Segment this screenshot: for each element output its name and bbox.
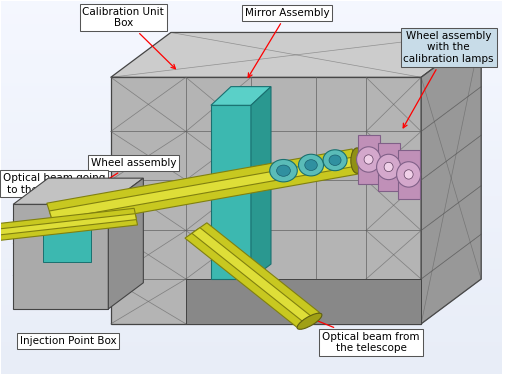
Text: Calibration Unit
Box: Calibration Unit Box (82, 7, 175, 69)
Polygon shape (49, 157, 357, 220)
Polygon shape (420, 33, 480, 324)
Text: Wheel assembly: Wheel assembly (90, 158, 176, 185)
Polygon shape (377, 142, 399, 191)
Text: Optical beam from
the telescope: Optical beam from the telescope (304, 315, 419, 353)
Ellipse shape (376, 154, 400, 180)
Polygon shape (47, 149, 359, 228)
Polygon shape (211, 87, 271, 105)
Text: Wheel assembly
with the
calibration lamps: Wheel assembly with the calibration lamp… (402, 31, 493, 128)
Ellipse shape (276, 165, 290, 176)
Text: Injection Point Box: Injection Point Box (20, 336, 116, 346)
Ellipse shape (322, 150, 346, 171)
Text: Optical beam going
to the polarimeter: Optical beam going to the polarimeter (3, 173, 106, 195)
Polygon shape (397, 150, 419, 199)
Polygon shape (43, 219, 90, 262)
Ellipse shape (298, 154, 323, 176)
Ellipse shape (296, 313, 321, 329)
Ellipse shape (269, 159, 296, 182)
Polygon shape (191, 228, 312, 323)
Ellipse shape (328, 155, 340, 165)
Ellipse shape (396, 162, 420, 187)
Polygon shape (0, 214, 136, 235)
Polygon shape (185, 223, 319, 328)
Ellipse shape (383, 162, 392, 172)
Ellipse shape (364, 155, 372, 164)
Ellipse shape (403, 170, 412, 179)
Polygon shape (357, 135, 379, 184)
Polygon shape (250, 87, 271, 279)
Polygon shape (111, 77, 420, 324)
Polygon shape (185, 279, 420, 324)
Polygon shape (108, 178, 143, 309)
Text: Mirror Assembly: Mirror Assembly (244, 8, 329, 78)
Polygon shape (13, 204, 108, 309)
Ellipse shape (304, 160, 317, 171)
Polygon shape (111, 33, 480, 77)
Polygon shape (13, 178, 143, 204)
Polygon shape (211, 105, 250, 279)
Ellipse shape (350, 148, 363, 173)
Polygon shape (0, 209, 137, 241)
Ellipse shape (356, 147, 380, 172)
